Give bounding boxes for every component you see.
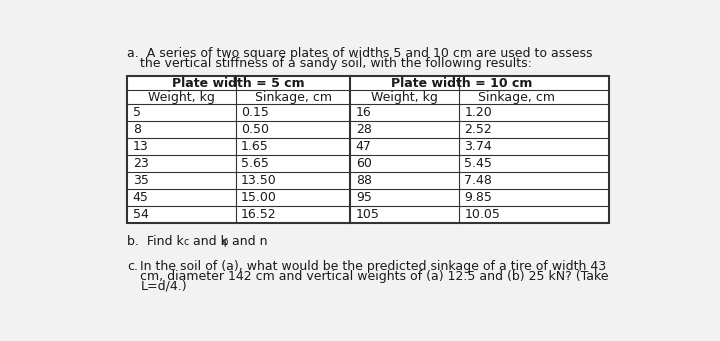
Text: 16.52: 16.52 xyxy=(241,208,276,221)
Text: 5: 5 xyxy=(132,106,140,119)
Text: Sinkage, cm: Sinkage, cm xyxy=(255,91,331,104)
Text: Plate width = 5 cm: Plate width = 5 cm xyxy=(173,77,305,90)
Text: 0.50: 0.50 xyxy=(241,123,269,136)
Text: 88: 88 xyxy=(356,174,372,187)
Text: φ: φ xyxy=(222,237,228,247)
Text: 28: 28 xyxy=(356,123,372,136)
Text: 45: 45 xyxy=(132,191,148,204)
Text: 13: 13 xyxy=(132,140,148,153)
Text: cm, diameter 142 cm and vertical weights of (a) 12.5 and (b) 25 kN? (Take: cm, diameter 142 cm and vertical weights… xyxy=(140,270,609,283)
Text: Weight, kg: Weight, kg xyxy=(148,91,215,104)
Text: 3.74: 3.74 xyxy=(464,140,492,153)
Text: 5.65: 5.65 xyxy=(241,157,269,170)
Text: 9.85: 9.85 xyxy=(464,191,492,204)
Text: b.  Find k: b. Find k xyxy=(127,235,184,248)
Text: 1.65: 1.65 xyxy=(241,140,269,153)
Text: Weight, kg: Weight, kg xyxy=(372,91,438,104)
Text: 0.15: 0.15 xyxy=(241,106,269,119)
Text: 10.05: 10.05 xyxy=(464,208,500,221)
Text: L=d/4.): L=d/4.) xyxy=(140,280,187,293)
Text: 2.52: 2.52 xyxy=(464,123,492,136)
Text: 23: 23 xyxy=(132,157,148,170)
Text: 8: 8 xyxy=(132,123,140,136)
Text: 35: 35 xyxy=(132,174,148,187)
Text: c: c xyxy=(184,237,189,247)
Text: 7.48: 7.48 xyxy=(464,174,492,187)
Text: 60: 60 xyxy=(356,157,372,170)
Text: 105: 105 xyxy=(356,208,379,221)
Text: a.  A series of two square plates of widths 5 and 10 cm are used to assess: a. A series of two square plates of widt… xyxy=(127,47,593,60)
Text: 16: 16 xyxy=(356,106,372,119)
Text: 13.50: 13.50 xyxy=(241,174,277,187)
Bar xyxy=(127,76,609,223)
Bar xyxy=(127,76,609,223)
Text: 15.00: 15.00 xyxy=(241,191,277,204)
Text: 1.20: 1.20 xyxy=(464,106,492,119)
Text: and k: and k xyxy=(189,235,228,248)
Text: In the soil of (a), what would be the predicted sinkage of a tire of width 43: In the soil of (a), what would be the pr… xyxy=(140,260,606,272)
Text: and n: and n xyxy=(228,235,267,248)
Text: 47: 47 xyxy=(356,140,372,153)
Text: Plate width = 10 cm: Plate width = 10 cm xyxy=(391,77,533,90)
Text: Sinkage, cm: Sinkage, cm xyxy=(478,91,554,104)
Text: c.: c. xyxy=(127,260,138,272)
Text: 54: 54 xyxy=(132,208,148,221)
Text: 5.45: 5.45 xyxy=(464,157,492,170)
Text: 95: 95 xyxy=(356,191,372,204)
Text: the vertical stiffness of a sandy soil, with the following results:: the vertical stiffness of a sandy soil, … xyxy=(140,57,532,70)
